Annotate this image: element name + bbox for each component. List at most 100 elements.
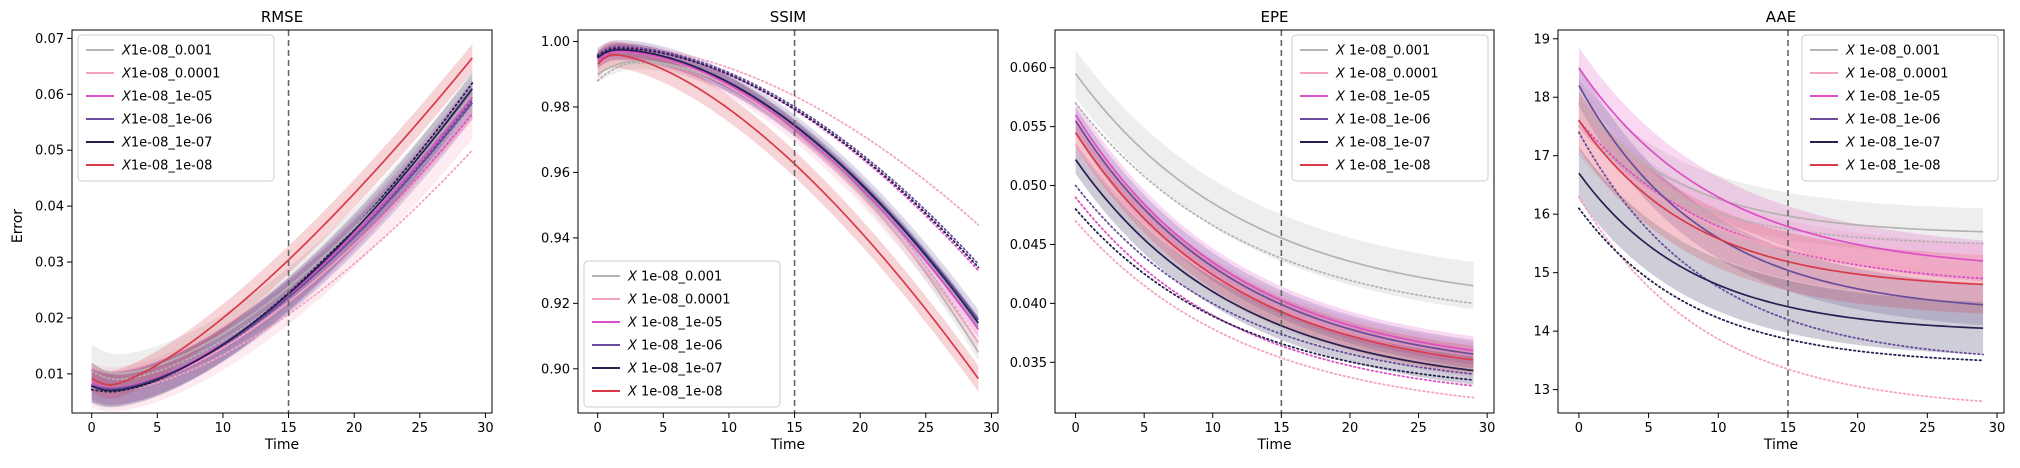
dotted-series-line <box>1578 195 1984 403</box>
legend-entry: X 1e-08_1e-05 <box>1335 90 1431 105</box>
y-tick-label: 1.00 <box>541 35 570 50</box>
x-axis-label: Time <box>264 437 299 453</box>
dotted-series-line <box>90 149 474 393</box>
x-tick-label: 15 <box>1780 421 1797 436</box>
x-tick-label: 30 <box>477 421 494 436</box>
series-line <box>597 53 979 380</box>
chart-panel-aae: 0 5 10 15 20 25 30 13 14 15 16 17 18 19 AAE Time X 1e-08… <box>1533 8 2005 453</box>
legend-entry: X 1e-08_1e-06 <box>1335 113 1431 128</box>
legend: X 1e-08_0.001 X 1e-08_0.0001 X 1e-08_1e-05… <box>1291 34 1489 182</box>
x-tick-label: 0 <box>88 421 96 436</box>
y-tick-label: 0.06 <box>35 88 64 103</box>
legend-entry: X 1e-08_0.0001 <box>1845 67 1949 82</box>
series-line <box>1074 120 1474 355</box>
y-tick-label: 0.94 <box>541 231 570 246</box>
confidence-band <box>91 74 473 394</box>
x-tick-label: 5 <box>1140 421 1148 436</box>
dotted-series-line <box>1578 207 1984 362</box>
legend-entry: X 1e-08_1e-06 <box>627 339 723 354</box>
legend-box <box>77 34 275 182</box>
y-tick-label: 15 <box>1533 266 1550 281</box>
series-line <box>1578 120 1984 286</box>
x-tick-label: 25 <box>412 421 429 436</box>
series-line <box>1578 125 1984 274</box>
legend-entry: X1e-08_1e-07 <box>121 136 212 151</box>
dotted-series-line <box>1074 220 1475 399</box>
x-tick-label: 5 <box>1644 421 1652 436</box>
legend: X 1e-08_0.001 X 1e-08_0.0001 X 1e-08_1e-05… <box>583 260 781 408</box>
legend-entry: X 1e-08_0.001 <box>1845 44 1940 59</box>
confidence-band <box>1075 100 1474 365</box>
legend-entry: X 1e-08_0.0001 <box>1335 67 1439 82</box>
x-tick-label: 15 <box>786 421 803 436</box>
y-tick-label: 0.98 <box>541 100 570 115</box>
x-tick-label: 10 <box>1204 421 1221 436</box>
x-tick-label: 20 <box>1849 421 1866 436</box>
legend-entry: X 1e-08_1e-07 <box>627 362 723 377</box>
legend-box <box>1291 34 1489 182</box>
y-tick-label: 0.02 <box>35 311 64 326</box>
legend-box <box>583 260 781 408</box>
confidence-band <box>1578 91 1984 314</box>
x-axis-label: Time <box>1256 437 1291 453</box>
dotted-series-line <box>1074 208 1475 381</box>
series-line <box>91 102 473 390</box>
dotted-series-line <box>1578 131 1984 356</box>
confidence-band <box>1578 47 1984 282</box>
chart-panel-epe: 0 5 10 15 20 25 30 0.035 0.040 0.045 0.050 0.055 0.0… <box>1010 8 1496 453</box>
x-tick-label: 30 <box>1989 421 2006 436</box>
axes-frame <box>1054 29 1495 414</box>
confidence-band <box>1578 79 1984 256</box>
confidence-band <box>1075 126 1474 378</box>
y-tick-label: 16 <box>1533 208 1550 223</box>
y-tick-label: 17 <box>1533 149 1550 164</box>
legend-entry: X 1e-08_1e-07 <box>1845 136 1941 151</box>
series-line <box>1578 172 1984 330</box>
series-line <box>1074 159 1474 372</box>
axes-frame <box>71 29 493 414</box>
x-tick-label: 10 <box>215 421 232 436</box>
x-tick-label: 25 <box>1919 421 1936 436</box>
y-tick-label: 0.96 <box>541 166 570 181</box>
legend-entry: X 1e-08_1e-06 <box>1845 113 1941 128</box>
confidence-band <box>1578 97 1984 302</box>
x-tick-label: 15 <box>280 421 297 436</box>
confidence-band <box>91 94 473 412</box>
legend-entry: X 1e-08_1e-05 <box>1845 90 1941 105</box>
axes-frame <box>577 29 999 414</box>
chart-title: AAE <box>1766 8 1796 26</box>
legend-entry: X 1e-08_1e-07 <box>1335 136 1431 151</box>
chart-title: RMSE <box>261 8 303 26</box>
confidence-band <box>1578 146 1984 355</box>
plot-area <box>90 43 474 412</box>
x-axis-label: Time <box>1763 437 1798 453</box>
plot-area <box>1578 47 1984 403</box>
x-tick-label: 15 <box>1273 421 1290 436</box>
legend-entry: X1e-08_0.0001 <box>121 67 220 82</box>
axes-frame <box>1557 29 2005 414</box>
x-tick-label: 5 <box>659 421 667 436</box>
series-line <box>91 88 473 392</box>
legend: X1e-08_0.001 X1e-08_0.0001 X1e-08_1e-05 X1e… <box>77 34 275 182</box>
series-line <box>1074 114 1474 352</box>
y-tick-label: 18 <box>1533 91 1550 106</box>
y-tick-label: 0.060 <box>1010 61 1047 76</box>
confidence-band <box>91 71 473 408</box>
y-axis-label: Error <box>10 209 26 243</box>
confidence-band <box>1075 50 1474 310</box>
y-tick-label: 0.92 <box>541 297 570 312</box>
series-line <box>1578 67 1984 262</box>
series-line <box>597 50 979 331</box>
series-line <box>1578 85 1984 306</box>
y-tick-label: 0.90 <box>541 362 570 377</box>
y-tick-label: 13 <box>1533 383 1550 398</box>
y-tick-label: 0.040 <box>1010 297 1047 312</box>
chart-title: EPE <box>1260 8 1288 26</box>
series-line <box>1074 73 1474 287</box>
legend-entry: X 1e-08_1e-08 <box>627 385 723 400</box>
chart-panel-ssim: 0 5 10 15 20 25 30 0.90 0.92 0.94 0.96 0.98 1.00 SSIM… <box>541 8 1000 453</box>
y-tick-label: 0.03 <box>35 256 64 271</box>
x-tick-label: 10 <box>721 421 738 436</box>
x-tick-label: 30 <box>983 421 1000 436</box>
